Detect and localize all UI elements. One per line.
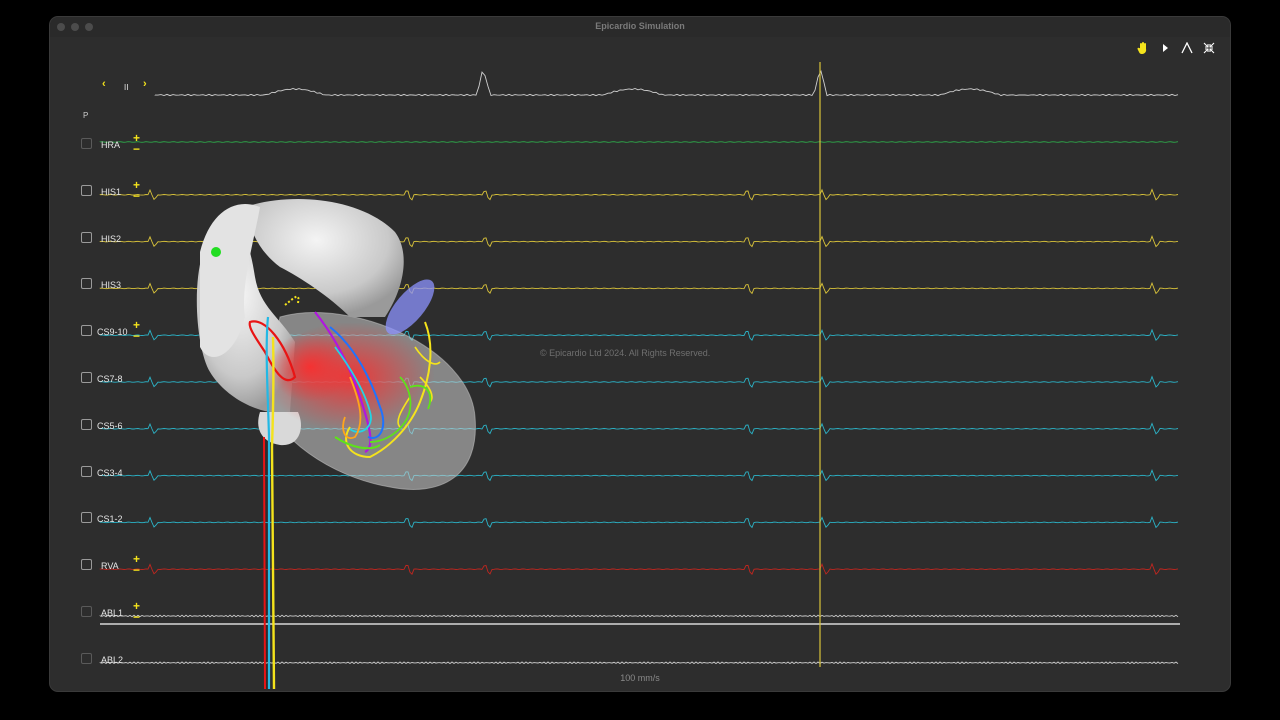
channel-label: CS1-2	[97, 514, 123, 525]
play-icon[interactable]	[1158, 41, 1172, 55]
collapse-icon[interactable]	[1202, 41, 1216, 55]
prev-lead-button[interactable]: ‹	[102, 78, 106, 90]
trace-rva	[99, 562, 1179, 576]
gain-decrease-button[interactable]: −	[133, 142, 141, 156]
channel-label: CS7-8	[97, 374, 123, 384]
channel-checkbox-abl2[interactable]	[81, 652, 92, 664]
trace-his3	[99, 281, 1179, 295]
copyright-watermark: © Epicardio Ltd 2024. All Rights Reserve…	[540, 348, 711, 358]
trace-abl2	[99, 661, 1179, 665]
trace-abl1	[99, 614, 1179, 618]
trace-cs1-2	[99, 515, 1179, 529]
gain-decrease-button[interactable]: −	[133, 329, 141, 344]
title-bar: Epicardio Simulation	[50, 17, 1230, 37]
channel-label: HIS2	[101, 233, 122, 244]
channel-label: ABL1	[101, 608, 124, 618]
gain-increase-button[interactable]: +	[133, 177, 141, 192]
caliper-icon[interactable]	[1180, 41, 1194, 55]
channel-label: HIS3	[101, 280, 122, 291]
channel-checkbox-his3[interactable]	[81, 278, 92, 290]
close-window-button[interactable]	[57, 23, 65, 31]
gain-decrease-button[interactable]: −	[133, 610, 141, 624]
trace-cs3-4	[99, 469, 1179, 482]
signal-traces	[99, 62, 1180, 667]
gain-increase-button[interactable]: +	[133, 599, 141, 613]
channel-label: HIS1	[101, 186, 122, 197]
next-lead-button[interactable]: ›	[143, 78, 147, 90]
gain-increase-button[interactable]: +	[133, 318, 141, 333]
channel-checkbox-cs5-6[interactable]	[81, 418, 92, 430]
channel-checkbox-abl1[interactable]	[81, 606, 92, 617]
trace-hra	[99, 141, 1179, 143]
channel-label: CS9-10	[97, 327, 128, 338]
trace-his1	[99, 188, 1179, 201]
hand-icon[interactable]	[1136, 41, 1150, 55]
channel-checkbox-hra[interactable]	[81, 138, 92, 149]
p-label: P	[83, 111, 89, 120]
channel-checkbox-cs9-10[interactable]	[81, 325, 92, 337]
channel-checkbox-rva[interactable]	[81, 559, 92, 571]
gain-increase-button[interactable]: +	[133, 131, 141, 145]
window-title: Epicardio Simulation	[595, 21, 685, 31]
ecg-lead-trace	[154, 69, 1179, 97]
channel-label: CS3-4	[97, 467, 123, 478]
channel-label: HRA	[101, 140, 121, 150]
channel-checkbox-cs3-4[interactable]	[81, 465, 92, 477]
gain-increase-button[interactable]: +	[133, 552, 141, 567]
zoom-window-button[interactable]	[85, 23, 93, 31]
channel-checkbox-his2[interactable]	[81, 231, 92, 243]
channel-label: RVA	[101, 561, 119, 572]
minimize-window-button[interactable]	[71, 23, 79, 31]
toolbar	[1136, 41, 1216, 55]
channel-checkbox-cs1-2[interactable]	[81, 512, 92, 524]
gain-decrease-button[interactable]: −	[133, 563, 141, 578]
ecg-lead-name: II	[124, 83, 129, 92]
channel-checkbox-cs7-8[interactable]	[81, 372, 92, 383]
app-window: Epicardio Simulation ‹ II › P HRA + − HIS1 +…	[50, 17, 1230, 691]
channel-label: ABL2	[101, 654, 124, 665]
channel-label: CS5-6	[97, 420, 123, 431]
gain-decrease-button[interactable]: −	[133, 188, 141, 203]
sweep-speed: 100 mm/s	[620, 673, 660, 683]
channel-checkbox-his1[interactable]	[81, 184, 92, 196]
heart-model[interactable]	[50, 17, 1230, 691]
